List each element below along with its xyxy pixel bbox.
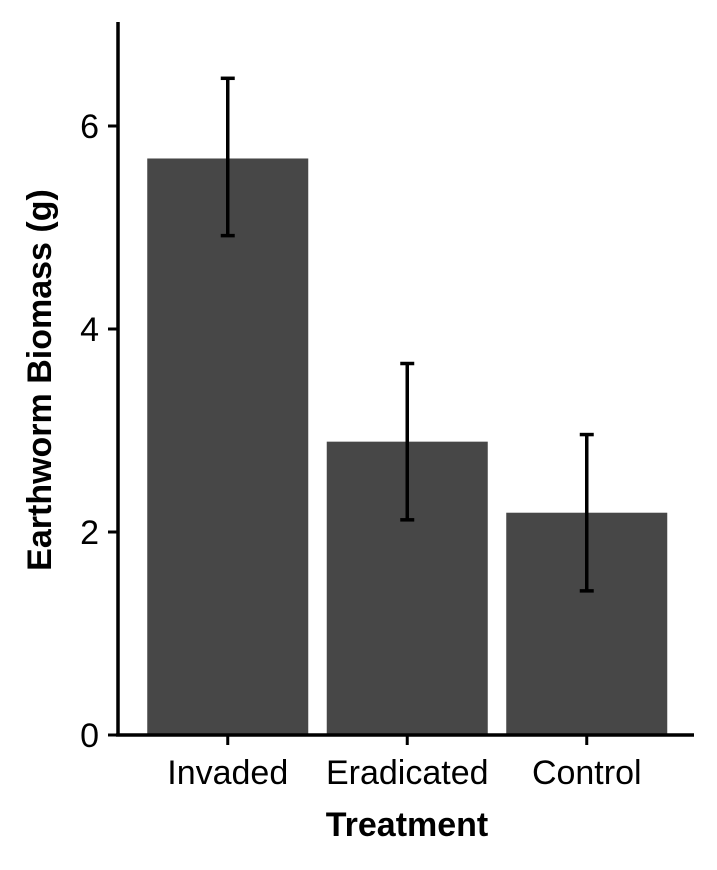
x-tick-label-invaded: Invaded bbox=[167, 754, 288, 792]
x-ticks-layer: Invaded Eradicated Control bbox=[167, 735, 642, 792]
y-axis-title: Earthworm Biomass (g) bbox=[21, 189, 59, 571]
x-tick-label-eradicated: Eradicated bbox=[326, 754, 489, 792]
y-tick-label-0: 0 bbox=[80, 717, 99, 755]
y-tick-label-2: 2 bbox=[80, 514, 99, 552]
y-ticks-layer: 0 2 4 6 bbox=[80, 108, 118, 755]
error-bar-invaded bbox=[220, 76, 235, 238]
x-tick-label-control: Control bbox=[532, 754, 642, 792]
y-tick-label-6: 6 bbox=[80, 108, 99, 146]
x-axis-title: Treatment bbox=[326, 806, 489, 844]
error-bar-control bbox=[579, 432, 594, 593]
y-tick-label-4: 4 bbox=[80, 311, 99, 349]
bar-invaded bbox=[147, 158, 309, 736]
error-bars-layer bbox=[220, 76, 594, 593]
bars-layer bbox=[147, 158, 668, 736]
error-bar-eradicated bbox=[400, 361, 415, 522]
